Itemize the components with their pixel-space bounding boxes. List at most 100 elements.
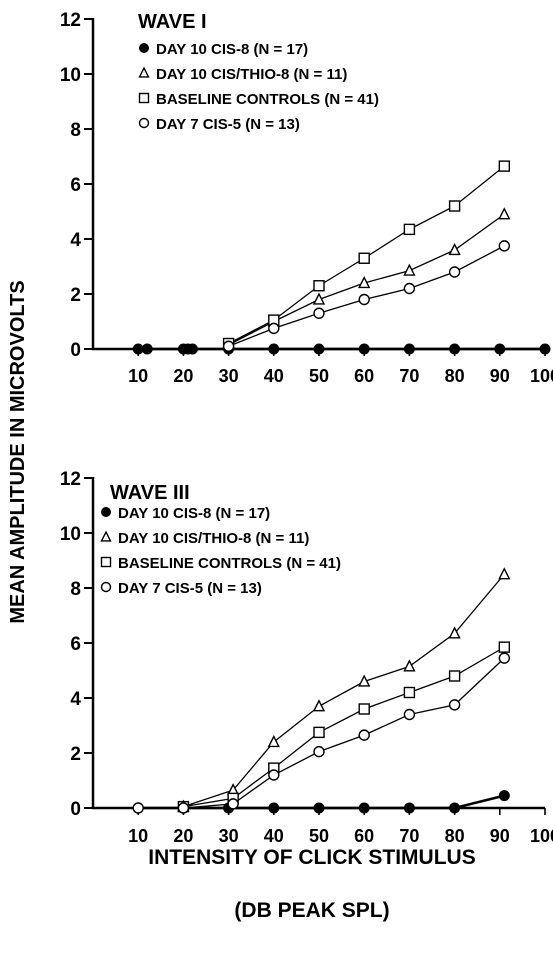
data-point: [403, 686, 416, 699]
legend-entry: BASELINE CONTROLS (N = 41): [118, 555, 341, 572]
legend-marker: [101, 507, 111, 517]
series-4: [222, 240, 511, 352]
legend-entry: DAY 10 CIS/THIO-8 (N = 11): [118, 530, 309, 547]
data-point: [403, 802, 415, 814]
y-tick-label: 2: [70, 285, 81, 306]
data-point: [358, 674, 371, 687]
x-tick-label: 30: [219, 826, 239, 846]
y-tick-label: 6: [70, 634, 81, 655]
y-tick-label: 6: [70, 175, 81, 196]
y-tick-label: 10: [60, 65, 81, 86]
x-tick-label: 10: [128, 826, 148, 846]
x-axis-label-line2: (DB PEAK SPL): [234, 899, 389, 922]
data-point: [358, 275, 371, 289]
y-tick-label: 10: [60, 524, 81, 545]
legend-marker: [138, 117, 150, 129]
data-point: [268, 322, 280, 335]
data-point: [222, 340, 235, 352]
data-point: [313, 280, 325, 292]
series-3: [177, 641, 511, 813]
series-1: [132, 790, 510, 814]
y-tick-label: 0: [70, 799, 81, 820]
x-tick-label: 60: [354, 366, 374, 386]
y-tick-label: 12: [60, 469, 81, 490]
x-tick-label: 30: [219, 366, 239, 386]
chart-title: WAVE I: [138, 11, 207, 33]
series-1: [132, 343, 551, 355]
data-point: [358, 252, 370, 264]
legend: DAY 10 CIS-8 (N = 17) DAY 10 CIS/THIO-8 (…: [100, 505, 341, 597]
data-point: [449, 802, 461, 814]
data-point: [498, 207, 511, 220]
x-tick-label: 10: [128, 366, 148, 386]
legend-marker: [138, 92, 150, 104]
data-point: [448, 626, 461, 639]
x-tick-label: 70: [399, 366, 419, 386]
legend-entry: DAY 7 CIS-5 (N = 13): [118, 580, 262, 597]
data-point: [312, 699, 326, 712]
data-point: [268, 769, 280, 781]
legend: DAY 10 CIS-8 (N = 17) DAY 10 CIS/THIO-8 (…: [138, 41, 379, 133]
legend-entry: BASELINE CONTROLS (N = 41): [156, 91, 379, 108]
data-point: [403, 708, 416, 721]
chart-panel-2: 024681012102030405060708090100WAVE IIIDA…: [60, 469, 553, 846]
legend-entry: DAY 10 CIS-8 (N = 17): [118, 505, 270, 522]
data-point: [268, 802, 280, 814]
data-point: [498, 652, 511, 664]
data-point: [313, 802, 325, 814]
data-point: [186, 343, 198, 355]
data-point: [403, 282, 416, 295]
y-axis-label: MEAN AMPLITUDE IN MICROVOLTS: [7, 280, 29, 623]
data-point: [498, 160, 511, 172]
chart-title: WAVE III: [110, 482, 190, 504]
data-point: [448, 242, 461, 256]
data-point: [498, 641, 511, 653]
data-point: [132, 802, 144, 814]
data-point: [448, 699, 461, 711]
x-tick-label: 50: [309, 366, 329, 386]
data-point: [313, 307, 325, 319]
x-tick-label: 20: [173, 826, 193, 846]
data-point: [448, 266, 461, 278]
data-point: [358, 343, 370, 355]
y-tick-label: 4: [70, 230, 81, 251]
data-point: [177, 802, 190, 814]
series-3: [222, 160, 511, 350]
x-tick-label: 100: [530, 366, 553, 386]
x-tick-label: 90: [490, 366, 510, 386]
data-point: [267, 734, 280, 748]
series-line: [183, 573, 505, 808]
x-tick-label: 60: [354, 826, 374, 846]
legend-entry: DAY 10 CIS/THIO-8 (N = 11): [156, 66, 347, 83]
data-point: [498, 240, 511, 252]
data-point: [132, 343, 144, 355]
data-point: [403, 659, 416, 672]
data-point: [498, 567, 511, 580]
legend-marker: [138, 66, 150, 78]
data-point: [358, 729, 370, 741]
data-point: [313, 745, 325, 758]
legend-entry: DAY 10 CIS-8 (N = 17): [156, 41, 308, 58]
data-point: [268, 343, 280, 355]
series-2: [177, 567, 511, 812]
data-point: [141, 343, 153, 355]
legend-marker: [100, 556, 112, 568]
data-point: [358, 703, 370, 715]
legend-entry: DAY 7 CIS-5 (N = 13): [156, 116, 300, 133]
y-tick-label: 4: [70, 689, 81, 710]
y-tick-label: 0: [70, 340, 81, 361]
data-point: [313, 726, 325, 739]
y-tick-label: 8: [70, 579, 81, 600]
data-point: [498, 790, 510, 802]
x-tick-label: 100: [530, 826, 553, 846]
y-tick-label: 12: [60, 10, 81, 31]
legend-marker: [139, 43, 149, 53]
legend-marker: [100, 530, 112, 542]
x-tick-label: 20: [173, 366, 193, 386]
x-tick-label: 70: [399, 826, 419, 846]
x-tick-label: 80: [445, 366, 465, 386]
data-point: [358, 802, 370, 814]
data-point: [312, 292, 326, 305]
x-tick-label: 50: [309, 826, 329, 846]
